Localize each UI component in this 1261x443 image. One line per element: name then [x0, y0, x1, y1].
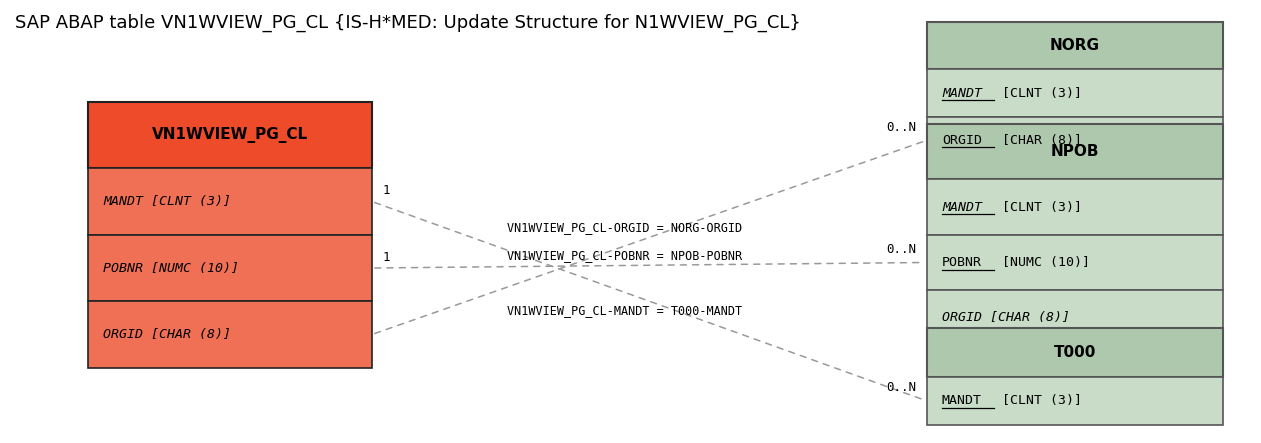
Bar: [88, 168, 372, 235]
Text: SAP ABAP table VN1WVIEW_PG_CL {IS-H*MED: Update Structure for N1WVIEW_PG_CL}: SAP ABAP table VN1WVIEW_PG_CL {IS-H*MED:…: [15, 13, 801, 31]
Text: NORG: NORG: [1050, 38, 1100, 53]
Bar: [88, 235, 372, 301]
Text: VN1WVIEW_PG_CL: VN1WVIEW_PG_CL: [153, 127, 308, 143]
Text: [CHAR (8)]: [CHAR (8)]: [994, 134, 1082, 147]
Bar: [927, 377, 1223, 425]
Text: 0..N: 0..N: [886, 120, 917, 134]
Text: 1: 1: [382, 251, 390, 264]
Text: 1: 1: [382, 184, 390, 197]
Text: [CLNT (3)]: [CLNT (3)]: [994, 394, 1082, 408]
Text: VN1WVIEW_PG_CL-MANDT = T000-MANDT: VN1WVIEW_PG_CL-MANDT = T000-MANDT: [507, 304, 741, 318]
Bar: [927, 70, 1223, 117]
Text: VN1WVIEW_PG_CL-ORGID = NORG-ORGID: VN1WVIEW_PG_CL-ORGID = NORG-ORGID: [507, 221, 741, 234]
Bar: [927, 235, 1223, 290]
Text: MANDT: MANDT: [942, 394, 982, 408]
Text: MANDT [CLNT (3)]: MANDT [CLNT (3)]: [103, 195, 232, 208]
Text: 0..N: 0..N: [886, 381, 917, 394]
Bar: [927, 22, 1223, 70]
Bar: [88, 102, 372, 168]
Text: 0..N: 0..N: [886, 243, 917, 256]
Text: [NUMC (10)]: [NUMC (10)]: [994, 256, 1090, 269]
Bar: [927, 124, 1223, 179]
Text: MANDT: MANDT: [942, 201, 982, 214]
Bar: [88, 301, 372, 368]
Text: [CLNT (3)]: [CLNT (3)]: [994, 201, 1082, 214]
Text: ORGID: ORGID: [942, 134, 982, 147]
Text: T000: T000: [1054, 345, 1096, 360]
Text: NPOB: NPOB: [1050, 144, 1100, 159]
Text: ORGID [CHAR (8)]: ORGID [CHAR (8)]: [103, 328, 232, 341]
Text: [CLNT (3)]: [CLNT (3)]: [994, 86, 1082, 100]
Text: MANDT: MANDT: [942, 86, 982, 100]
Bar: [927, 117, 1223, 164]
Bar: [927, 328, 1223, 377]
Text: POBNR: POBNR: [942, 256, 982, 269]
Bar: [927, 290, 1223, 346]
Bar: [927, 179, 1223, 235]
Text: ORGID [CHAR (8)]: ORGID [CHAR (8)]: [942, 311, 1071, 324]
Text: POBNR [NUMC (10)]: POBNR [NUMC (10)]: [103, 261, 240, 275]
Text: VN1WVIEW_PG_CL-POBNR = NPOB-POBNR: VN1WVIEW_PG_CL-POBNR = NPOB-POBNR: [507, 249, 741, 262]
